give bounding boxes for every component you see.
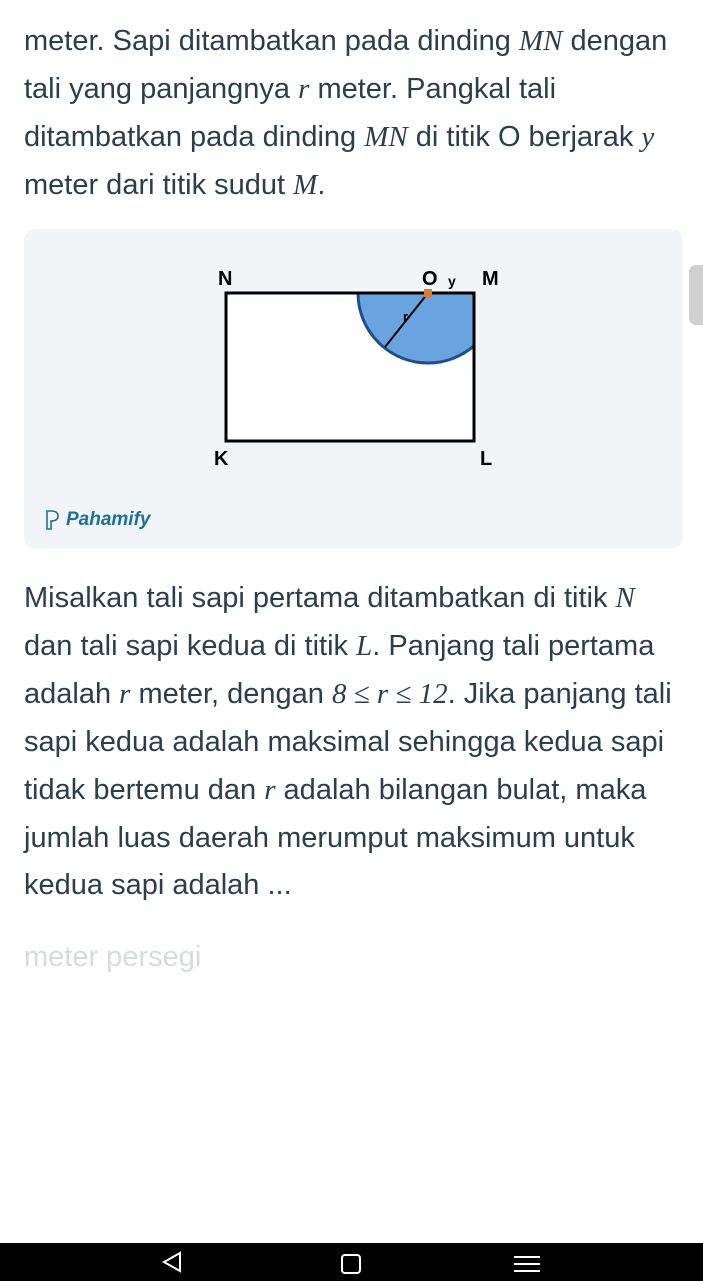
brand-row: Pahamify (44, 509, 663, 531)
question-paragraph: Misalkan tali sapi pertama ditambatkan d… (24, 575, 683, 910)
label-K: K (214, 448, 229, 470)
diagram-container: N O y M r K L Pahamify (24, 229, 683, 549)
text: di titik O berjarak (408, 121, 642, 153)
geometry-diagram: N O y M r K L (184, 265, 524, 475)
label-y: y (448, 273, 456, 289)
problem-content: meter. Sapi ditambatkan pada dinding MN … (0, 0, 703, 982)
brand-name: Pahamify (66, 509, 150, 531)
label-O: O (422, 268, 438, 290)
android-nav-bar (0, 1243, 703, 1281)
label-r: r (403, 309, 408, 324)
label-M: M (482, 268, 499, 290)
scroll-indicator[interactable] (689, 265, 703, 325)
math-r: r (264, 774, 275, 806)
faded-next-line: meter persegi (24, 930, 683, 982)
math-inequality: 8 ≤ r ≤ 12 (332, 678, 448, 710)
diagram-svg-wrap: N O y M r K L (44, 265, 663, 475)
math-r: r (298, 73, 309, 105)
math-r: r (119, 678, 130, 710)
text: dan tali sapi kedua di titik (24, 630, 356, 662)
text: meter dari titik sudut (24, 169, 293, 201)
math-MN: MN (519, 25, 563, 57)
text: . (317, 169, 325, 201)
nav-home-icon[interactable] (342, 1255, 360, 1273)
math-L: L (356, 630, 372, 662)
nav-back-icon[interactable] (164, 1253, 180, 1271)
math-y: y (641, 121, 654, 153)
label-N: N (218, 268, 232, 290)
text: Misalkan tali sapi pertama ditambatkan d… (24, 582, 616, 614)
text: meter. Sapi ditambatkan pada dinding (24, 25, 519, 57)
text: meter, dengan (130, 678, 332, 710)
label-L: L (480, 448, 492, 470)
math-M: M (293, 169, 317, 201)
intro-paragraph: meter. Sapi ditambatkan pada dinding MN … (24, 18, 683, 209)
point-O-marker (424, 289, 432, 297)
brand-icon (44, 509, 62, 531)
math-MN: MN (364, 121, 408, 153)
math-N: N (616, 582, 635, 614)
